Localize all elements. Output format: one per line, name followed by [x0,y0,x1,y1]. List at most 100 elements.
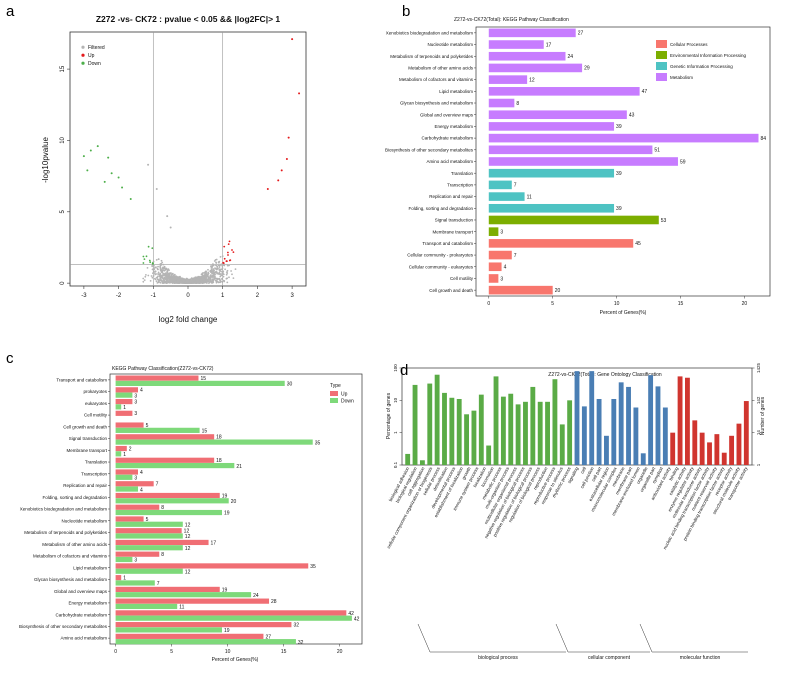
gene-point [222,273,225,276]
legend-swatch [656,51,667,59]
volcano-title: Z272 -vs- CK72 : pvalue < 0.05 && |log2F… [96,14,281,24]
bar-up-value: 8 [161,552,164,558]
gene-point [157,273,160,275]
bar-up [115,457,215,463]
bar-down [115,627,222,633]
category-label: Transport and catabolism [422,241,473,246]
gene-point [223,280,226,282]
bar [618,382,624,465]
gene-point [232,277,235,279]
gene-point [219,273,222,275]
gene-point [165,279,168,282]
bar [488,262,502,272]
gene-point [158,279,161,281]
gene-point [163,267,166,270]
bar [486,445,492,465]
bar-down [115,615,352,621]
category-label: Signal transduction [435,218,474,223]
bar [412,384,418,465]
bar-down-value: 12 [185,522,191,528]
gene-point [228,240,231,243]
bar [456,398,462,465]
x-tick-label: 0 [114,649,117,655]
gene-point [208,282,210,284]
gene-point [216,280,219,283]
bar-down-value: 15 [202,429,208,435]
bar [714,434,720,465]
category-label: Glycan biosynthesis and metabolism [400,101,473,106]
bar-up [115,504,160,510]
bar [488,98,515,108]
gene-point [155,266,157,268]
bar-down-value: 32 [298,640,304,646]
category-label: Nucleotide metabolism [427,42,473,47]
gene-point-filtered [166,215,169,218]
gene-point [201,277,204,280]
gene-point-down [117,176,120,179]
category-label: Metabolism of terpenoids and polyketides [390,54,474,59]
gene-point [215,268,218,271]
bar-value-label: 17 [546,42,552,48]
gene-point [154,270,157,273]
gene-point [215,271,218,273]
bar-down [115,439,313,445]
group-bracket [639,623,748,653]
gene-point [161,269,164,271]
bar [488,250,512,260]
gene-point [159,272,162,275]
gene-point [156,282,159,284]
group-bracket [555,623,650,653]
gene-point [197,280,199,283]
bar-value-label: 7 [514,253,517,259]
bar-up-value: 4 [140,388,143,394]
bar-up [115,375,199,381]
bar [488,285,553,295]
gene-point-down [89,149,92,152]
bar-down-value: 12 [185,534,191,540]
gene-point [171,277,174,280]
gene-point [198,280,201,283]
x-tick-label: -3 [81,293,87,299]
bar [508,393,514,465]
gene-point [168,276,171,278]
category-label: growth [461,466,472,481]
bar [655,386,661,465]
bar-value-label: 4 [504,265,507,271]
gene-point [157,275,159,278]
bar-up-value: 42 [348,611,354,617]
bar-down-value: 1 [123,405,126,411]
group-label: molecular function [680,655,721,661]
go-classification-bar-chart: Z272-vs-CK72(Total): Gene Ontology Class… [386,362,766,661]
gene-point [180,281,182,284]
category-label: binding [668,466,679,482]
bar [515,404,521,465]
legend-title: Type [330,383,341,389]
gene-point [142,280,145,283]
bar [559,424,565,465]
gene-point [210,265,212,268]
gene-point [145,274,147,276]
bar-value-label: 59 [680,159,686,165]
group-bracket [417,623,566,653]
category-label: Replication and repair [63,483,107,488]
bar [488,122,615,131]
y-tick-label-left: 100 [393,364,398,372]
y-axis-label: -log10pvalue [41,137,50,183]
bar [488,180,512,190]
gene-point [231,249,233,251]
gene-point [146,267,149,269]
gene-point [194,278,197,281]
gene-point [205,279,208,282]
gene-point [171,273,174,276]
category-label: Global and overview maps [54,589,108,594]
bar-value-label: 3 [500,276,503,282]
gene-point [160,274,163,277]
bar-down-value: 7 [157,581,160,587]
gene-point [210,269,213,271]
bar-up-value: 19 [222,493,228,499]
gene-point [163,282,166,284]
gene-point [159,281,162,284]
gene-point [163,279,165,282]
gene-point [159,265,162,268]
x-tick-label: 20 [742,301,748,307]
